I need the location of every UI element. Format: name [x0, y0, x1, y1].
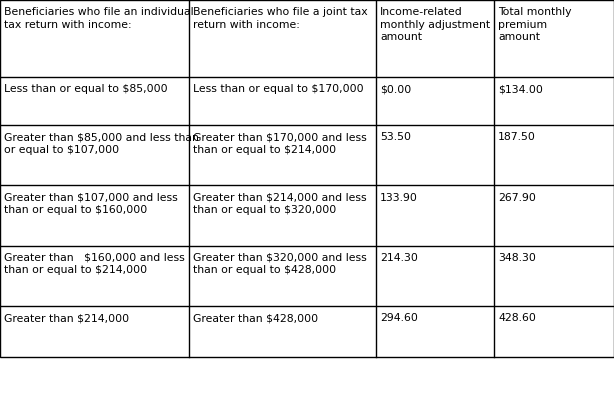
Text: 187.50: 187.50: [498, 132, 536, 142]
Text: 214.30: 214.30: [380, 253, 418, 263]
Text: 133.90: 133.90: [380, 193, 418, 203]
Text: Greater than $214,000: Greater than $214,000: [4, 313, 129, 324]
Text: Less than or equal to $170,000: Less than or equal to $170,000: [193, 84, 363, 94]
Text: Total monthly
premium
amount: Total monthly premium amount: [498, 7, 572, 42]
Text: 294.60: 294.60: [380, 313, 418, 324]
Text: 348.30: 348.30: [498, 253, 536, 263]
Text: $0.00: $0.00: [380, 84, 411, 94]
Text: Greater than $170,000 and less
than or equal to $214,000: Greater than $170,000 and less than or e…: [193, 132, 367, 155]
Text: Greater than $320,000 and less
than or equal to $428,000: Greater than $320,000 and less than or e…: [193, 253, 367, 275]
Text: Greater than $107,000 and less
than or equal to $160,000: Greater than $107,000 and less than or e…: [4, 193, 177, 215]
Text: 53.50: 53.50: [380, 132, 411, 142]
Text: Greater than   $160,000 and less
than or equal to $214,000: Greater than $160,000 and less than or e…: [4, 253, 184, 275]
Text: $134.00: $134.00: [498, 84, 543, 94]
Text: Beneficiaries who file an individual
tax return with income:: Beneficiaries who file an individual tax…: [4, 7, 193, 30]
Text: 267.90: 267.90: [498, 193, 536, 203]
Text: Income-related
monthly adjustment
amount: Income-related monthly adjustment amount: [380, 7, 490, 42]
Text: 428.60: 428.60: [498, 313, 536, 324]
Text: Greater than $85,000 and less than
or equal to $107,000: Greater than $85,000 and less than or eq…: [4, 132, 198, 155]
Text: Less than or equal to $85,000: Less than or equal to $85,000: [4, 84, 167, 94]
Text: Beneficiaries who file a joint tax
return with income:: Beneficiaries who file a joint tax retur…: [193, 7, 367, 30]
Text: Greater than $214,000 and less
than or equal to $320,000: Greater than $214,000 and less than or e…: [193, 193, 367, 215]
Bar: [0, 0, 614, 357]
Text: Greater than $428,000: Greater than $428,000: [193, 313, 318, 324]
